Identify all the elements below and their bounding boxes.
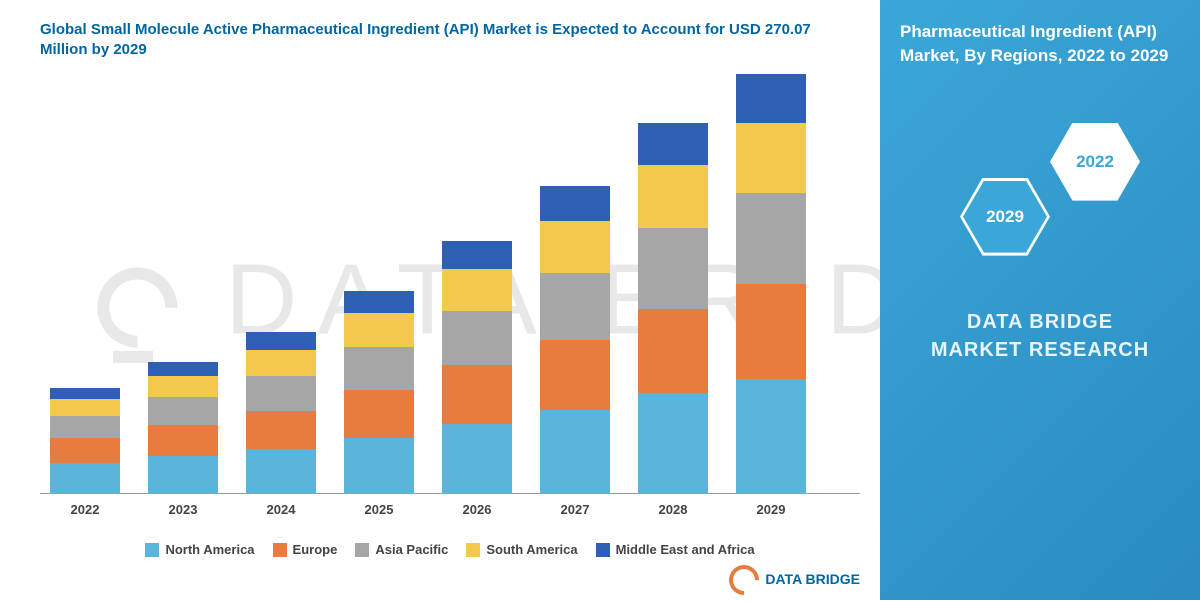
bar-segment <box>736 74 806 123</box>
bar-segment <box>442 365 512 424</box>
hexagon-group: 2029 2022 <box>900 98 1180 278</box>
x-axis-labels: 2022 2023 2024 2025 2026 2027 2028 2029 <box>40 502 860 527</box>
legend-swatch <box>596 543 610 557</box>
legend-item: Middle East and Africa <box>596 542 755 557</box>
bar-segment <box>246 332 316 350</box>
bar-2022 <box>50 388 120 494</box>
bar-segment <box>344 313 414 347</box>
bar-segment <box>50 463 120 494</box>
bar-segment <box>736 123 806 193</box>
legend-swatch <box>355 543 369 557</box>
hexagon-badge: 2029 <box>960 178 1050 256</box>
bar-segment <box>246 411 316 449</box>
bar-segment <box>638 309 708 393</box>
bar-segment <box>442 424 512 494</box>
bar-segment <box>148 456 218 494</box>
side-panel-title: Pharmaceutical Ingredient (API) Market, … <box>900 20 1180 68</box>
legend-swatch <box>466 543 480 557</box>
legend-label: Asia Pacific <box>375 542 448 557</box>
bar-segment <box>638 228 708 309</box>
bar-segment <box>540 273 610 340</box>
x-label: 2023 <box>148 502 218 517</box>
bar-2029 <box>736 74 806 494</box>
bar-segment <box>638 123 708 165</box>
x-label: 2027 <box>540 502 610 517</box>
x-label: 2025 <box>344 502 414 517</box>
bar-segment <box>50 399 120 416</box>
brand-line2: MARKET RESEARCH <box>931 339 1149 361</box>
hexagon-badge: 2022 <box>1050 123 1140 201</box>
side-brand-label: DATA BRIDGE MARKET RESEARCH <box>900 308 1180 364</box>
legend-item: South America <box>466 542 577 557</box>
legend-label: North America <box>165 542 254 557</box>
bar-segment <box>442 269 512 311</box>
hexagon-label: 2029 <box>986 207 1024 227</box>
legend-swatch <box>145 543 159 557</box>
legend-label: Europe <box>293 542 338 557</box>
chart-legend: North America Europe Asia Pacific South Ame… <box>40 542 860 557</box>
bar-segment <box>50 416 120 438</box>
bar-2026 <box>442 241 512 494</box>
bar-segment <box>540 340 610 410</box>
legend-label: South America <box>486 542 577 557</box>
side-panel: Pharmaceutical Ingredient (API) Market, … <box>880 0 1200 600</box>
bar-segment <box>638 393 708 494</box>
bar-segment <box>736 284 806 379</box>
bar-2028 <box>638 123 708 494</box>
bar-segment <box>246 350 316 377</box>
bar-segment <box>50 388 120 399</box>
x-label: 2029 <box>736 502 806 517</box>
bar-segment <box>148 397 218 425</box>
bar-segment <box>148 425 218 456</box>
bar-segment <box>246 449 316 494</box>
chart-area: Global Small Molecule Active Pharmaceuti… <box>0 0 880 600</box>
footer-logo-icon <box>723 559 765 601</box>
bar-2027 <box>540 186 610 494</box>
legend-item: North America <box>145 542 254 557</box>
bar-segment <box>344 347 414 390</box>
bar-segment <box>148 376 218 397</box>
legend-item: Europe <box>273 542 338 557</box>
chart-title: Global Small Molecule Active Pharmaceuti… <box>40 20 860 59</box>
bar-segment <box>736 193 806 284</box>
bar-segment <box>540 221 610 273</box>
bar-segment <box>344 438 414 494</box>
bar-segment <box>540 186 610 221</box>
footer-logo-text: DATA BRIDGE <box>765 572 860 587</box>
bar-2025 <box>344 291 414 494</box>
bar-segment <box>148 362 218 376</box>
bar-segment <box>736 379 806 494</box>
bar-segment <box>344 390 414 438</box>
bar-segment <box>442 311 512 366</box>
legend-item: Asia Pacific <box>355 542 448 557</box>
bar-2023 <box>148 362 218 494</box>
x-label: 2022 <box>50 502 120 517</box>
bar-2024 <box>246 332 316 494</box>
legend-swatch <box>273 543 287 557</box>
bar-segment <box>442 241 512 269</box>
legend-label: Middle East and Africa <box>616 542 755 557</box>
x-label: 2028 <box>638 502 708 517</box>
x-label: 2026 <box>442 502 512 517</box>
bar-segment <box>540 410 610 494</box>
brand-line1: DATA BRIDGE <box>967 311 1113 333</box>
x-label: 2024 <box>246 502 316 517</box>
bar-segment <box>638 165 708 228</box>
plot-region <box>40 74 860 494</box>
footer-logo: DATA BRIDGE <box>729 565 860 595</box>
footer-logo-primary: DATA BRIDGE <box>765 571 860 587</box>
hexagon-label: 2022 <box>1076 152 1114 172</box>
bar-segment <box>246 376 316 411</box>
bar-segment <box>344 291 414 313</box>
bar-segment <box>50 438 120 463</box>
